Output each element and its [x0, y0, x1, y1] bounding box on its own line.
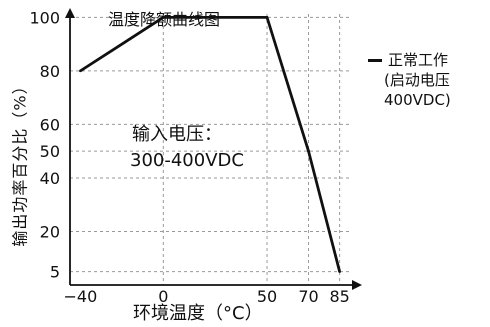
y-axis-arrow: [65, 8, 75, 18]
data-point-0-2: [265, 16, 269, 19]
x-tick-label-50: 50: [257, 287, 277, 306]
data-point-0-4: [338, 270, 341, 273]
data-point-0-0: [79, 69, 82, 73]
x-tick-label--40: −40: [63, 287, 97, 306]
data-point-0-3: [307, 149, 310, 153]
x-tick-label-0: 0: [158, 287, 168, 306]
annotation-input-voltage-value: 300-400VDC: [130, 150, 244, 171]
legend: 正常工作 (启动电压 400VDC): [368, 50, 488, 110]
legend-label: 正常工作: [388, 51, 449, 69]
chart-title: 温度降额曲线图: [108, 10, 221, 29]
x-axis-label: 环境温度（°C）: [133, 303, 263, 324]
legend-note-start-voltage: (启动电压: [384, 71, 450, 89]
legend-swatch: [368, 58, 382, 62]
x-tick-label-85: 85: [329, 287, 349, 306]
y-tick-label-60: 60: [40, 115, 60, 134]
y-tick-label-5: 5: [50, 263, 60, 282]
y-tick-label-50: 50: [40, 142, 60, 161]
y-tick-label-40: 40: [40, 169, 60, 188]
data-point-0-1: [162, 16, 165, 19]
y-tick-label-100: 100: [29, 8, 60, 27]
x-tick-label-70: 70: [298, 287, 318, 306]
y-tick-label-80: 80: [40, 62, 60, 81]
y-axis-label: 输出功率百分比（%）: [11, 77, 30, 247]
legend-entry-normal-operation: 正常工作: [368, 50, 488, 70]
annotation-input-voltage-label: 输入电压：: [132, 124, 222, 145]
legend-note-voltage-value: 400VDC): [384, 91, 451, 109]
y-tick-label-20: 20: [40, 222, 60, 241]
x-axis-arrow: [352, 280, 362, 290]
y-axis-label-container: 输出功率百分比（%）: [7, 52, 31, 272]
